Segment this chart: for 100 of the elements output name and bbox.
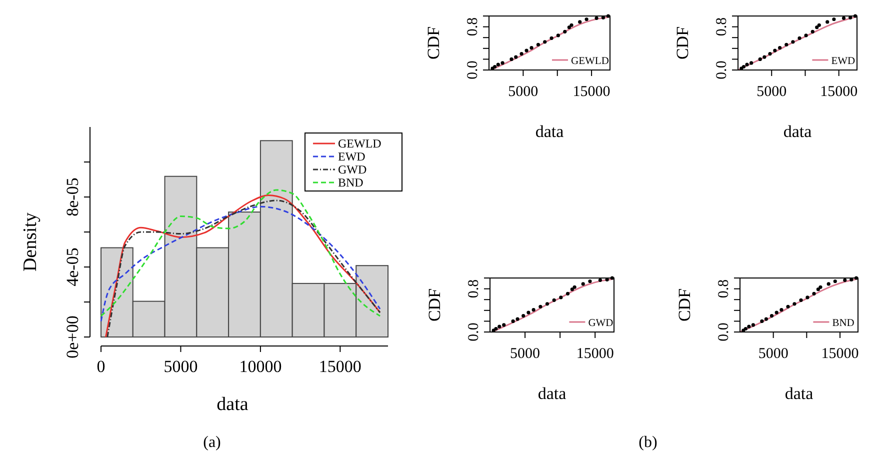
point xyxy=(812,292,816,296)
point xyxy=(552,298,556,302)
legend-label: BND xyxy=(832,318,855,329)
point xyxy=(498,324,502,328)
legend-label: EWD xyxy=(338,150,366,164)
point xyxy=(584,17,588,22)
legend-label: GEWLD xyxy=(338,136,382,150)
point xyxy=(511,319,515,323)
point xyxy=(522,314,526,318)
point xyxy=(815,26,819,30)
point xyxy=(745,62,749,66)
point xyxy=(494,326,498,331)
point xyxy=(742,64,746,69)
point xyxy=(798,36,802,40)
point xyxy=(524,48,528,52)
y-tick-label: 0.8 xyxy=(716,279,732,298)
point xyxy=(500,61,504,65)
point xyxy=(773,48,777,52)
text: (a) xyxy=(203,434,221,451)
legend-label: BND xyxy=(338,176,364,190)
point xyxy=(833,279,837,284)
x-tick-label: 15000 xyxy=(318,357,362,376)
point xyxy=(520,52,524,56)
point xyxy=(760,319,764,323)
x-axis-title: data xyxy=(783,122,812,141)
point xyxy=(818,285,822,289)
point xyxy=(806,296,810,300)
x-tick-label: 15000 xyxy=(572,84,610,100)
text: (b) xyxy=(638,434,658,451)
y-tick-label: 0.0 xyxy=(465,60,481,80)
point xyxy=(570,23,574,27)
point xyxy=(826,20,830,24)
point xyxy=(832,17,836,22)
point xyxy=(792,302,796,306)
point xyxy=(556,34,560,38)
point xyxy=(762,55,766,59)
point xyxy=(532,308,536,312)
y-tick-label: 0.8 xyxy=(465,17,481,36)
point xyxy=(566,292,570,296)
point xyxy=(510,57,514,61)
point xyxy=(526,310,530,314)
point xyxy=(530,46,534,50)
point xyxy=(751,323,755,327)
point xyxy=(514,55,518,59)
point xyxy=(578,20,582,24)
point xyxy=(784,42,788,46)
y-tick-label: 4e-05 xyxy=(63,248,82,286)
point xyxy=(543,40,547,44)
point xyxy=(764,317,768,321)
point xyxy=(750,61,754,65)
point xyxy=(778,46,782,50)
y-tick-label: 0.8 xyxy=(714,17,730,36)
x-tick-label: 5000 xyxy=(164,357,198,376)
point xyxy=(768,52,772,56)
point xyxy=(538,304,542,308)
point xyxy=(774,310,778,314)
y-axis-title: CDF xyxy=(425,288,444,322)
point xyxy=(572,285,576,289)
line-series xyxy=(100,206,381,322)
x-tick-label: 10000 xyxy=(239,357,282,376)
point xyxy=(816,288,820,292)
line-series xyxy=(100,189,381,317)
point xyxy=(545,302,550,306)
point xyxy=(594,16,598,20)
legend-label: GWD xyxy=(338,162,367,176)
y-axis-title: CDF xyxy=(424,26,443,60)
x-tick-label: 15000 xyxy=(821,346,859,362)
point xyxy=(516,317,520,321)
point xyxy=(826,282,830,286)
point xyxy=(502,323,506,327)
y-axis-title: CDF xyxy=(675,288,694,322)
x-tick-label: 5000 xyxy=(758,346,788,362)
y-tick-label: 0.0 xyxy=(716,322,732,342)
legend-label: EWD xyxy=(831,56,856,67)
x-tick-label: 5000 xyxy=(508,84,538,100)
x-tick-label: 15000 xyxy=(576,346,614,362)
y-tick-label: 0.0 xyxy=(714,60,730,80)
y-tick-label: 0.8 xyxy=(466,279,482,298)
point xyxy=(570,288,574,292)
point xyxy=(786,304,790,308)
point xyxy=(563,30,567,34)
point xyxy=(791,40,795,44)
point xyxy=(747,324,751,328)
y-tick-label: 0.0 xyxy=(466,322,482,342)
x-axis-title: data xyxy=(784,384,814,403)
x-tick-label: 15000 xyxy=(820,84,858,100)
point xyxy=(780,308,784,312)
point xyxy=(536,42,540,46)
point xyxy=(817,23,821,27)
x-tick-label: 0 xyxy=(96,357,106,376)
point xyxy=(799,298,803,302)
point xyxy=(588,279,592,284)
point xyxy=(770,314,774,318)
x-tick-label: 5000 xyxy=(756,84,787,100)
point xyxy=(804,34,808,38)
point xyxy=(493,64,497,69)
x-axis-title: data xyxy=(538,384,567,403)
point xyxy=(842,16,846,20)
legend-label: GEWLD xyxy=(571,56,610,67)
point xyxy=(567,26,571,30)
